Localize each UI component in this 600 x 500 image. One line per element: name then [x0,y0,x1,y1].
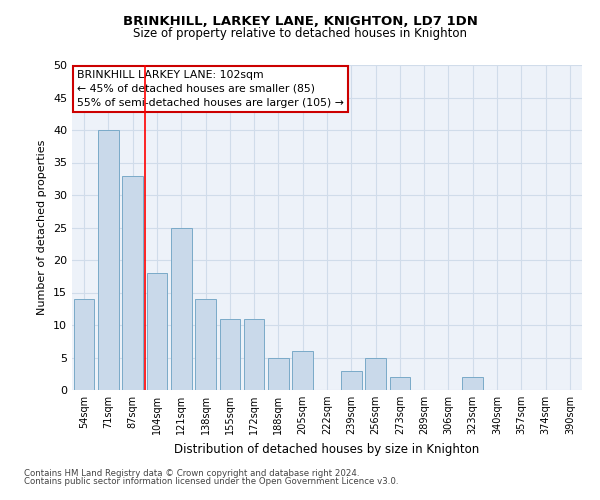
Text: BRINKHILL, LARKEY LANE, KNIGHTON, LD7 1DN: BRINKHILL, LARKEY LANE, KNIGHTON, LD7 1D… [122,15,478,28]
Bar [389,377,410,390]
Bar [220,318,240,390]
Bar [365,358,386,390]
X-axis label: Distribution of detached houses by size in Knighton: Distribution of detached houses by size … [175,442,479,456]
Bar [244,318,265,390]
Bar [146,273,167,390]
Text: BRINKHILL LARKEY LANE: 102sqm
← 45% of detached houses are smaller (85)
55% of s: BRINKHILL LARKEY LANE: 102sqm ← 45% of d… [77,70,344,108]
Bar [463,377,483,390]
Bar [122,176,143,390]
Bar [292,351,313,390]
Text: Contains public sector information licensed under the Open Government Licence v3: Contains public sector information licen… [24,477,398,486]
Y-axis label: Number of detached properties: Number of detached properties [37,140,47,315]
Bar [268,358,289,390]
Bar [171,228,191,390]
Bar [341,370,362,390]
Text: Size of property relative to detached houses in Knighton: Size of property relative to detached ho… [133,28,467,40]
Text: Contains HM Land Registry data © Crown copyright and database right 2024.: Contains HM Land Registry data © Crown c… [24,468,359,477]
Bar [98,130,119,390]
Bar [195,299,216,390]
Bar [74,299,94,390]
